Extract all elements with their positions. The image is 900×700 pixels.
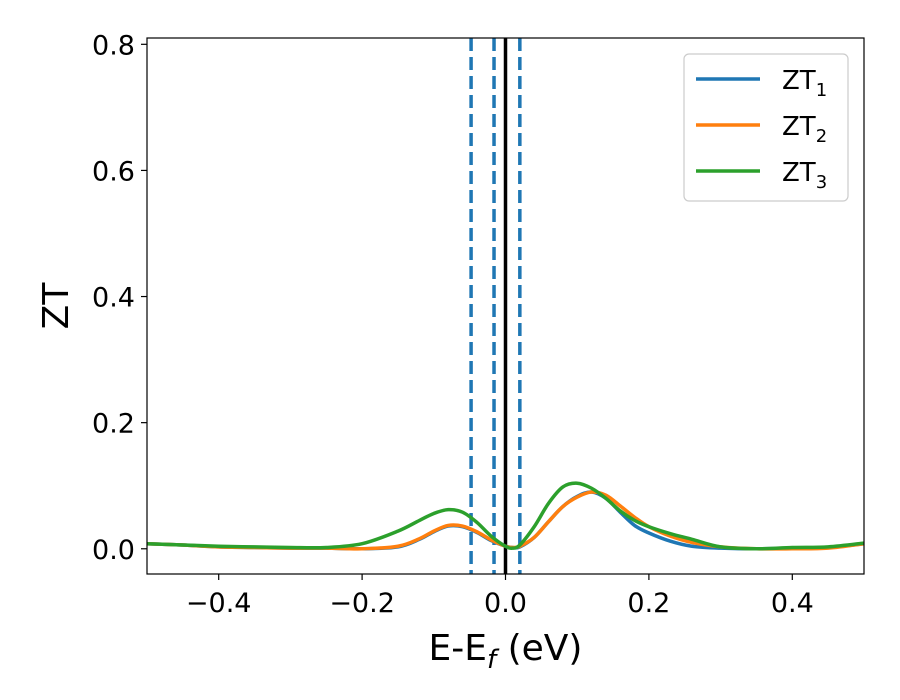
y-tick-label: 0.6	[92, 156, 135, 187]
y-axis-ticks: 0.0 0.2 0.4 0.6 0.8	[92, 30, 147, 566]
y-tick-label: 0.4	[92, 283, 135, 314]
x-axis-label-unit: (eV)	[496, 628, 582, 669]
y-tick-label: 0.0	[92, 535, 135, 566]
x-tick-label: 0.2	[627, 588, 670, 619]
x-tick-label: 0.0	[484, 588, 527, 619]
series-lines	[147, 481, 864, 551]
legend-label-zt1: ZT1	[782, 66, 827, 101]
x-tick-label: −0.2	[329, 588, 395, 619]
x-tick-label: 0.4	[771, 588, 814, 619]
vertical-lines	[469, 38, 522, 574]
y-tick-label: 0.2	[92, 409, 135, 440]
y-tick-label: 0.8	[92, 30, 135, 61]
x-axis-ticks: −0.4 −0.2 0.0 0.2 0.4	[186, 574, 814, 619]
x-axis-label-main: E-E	[429, 628, 487, 669]
legend-box	[683, 53, 849, 202]
legend-label-zt3: ZT3	[782, 158, 827, 193]
x-axis-label: E-Ef (eV)	[429, 628, 583, 675]
legend-label-zt2: ZT2	[782, 112, 827, 147]
y-axis-label: ZT	[36, 282, 77, 330]
legend: ZT1 ZT2 ZT3	[683, 53, 849, 202]
x-tick-label: −0.4	[186, 588, 252, 619]
series-line-zt3	[147, 481, 864, 551]
